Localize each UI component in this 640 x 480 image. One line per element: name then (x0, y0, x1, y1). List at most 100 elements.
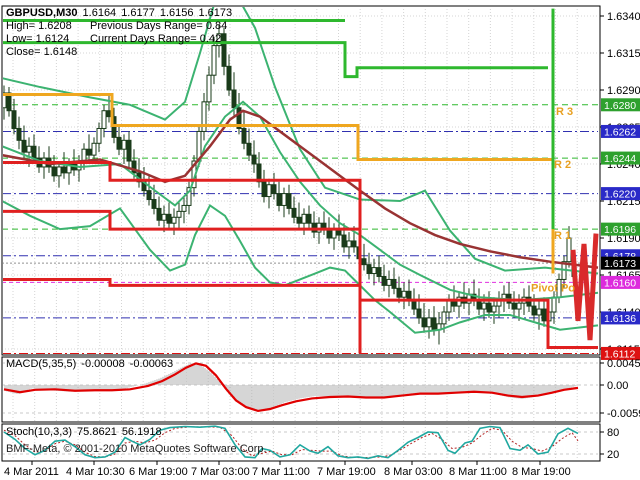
panel-border (1, 356, 601, 423)
time-tick-label: 8 Mar 11:00 (449, 466, 507, 478)
candle (256, 152, 262, 188)
candle (56, 161, 62, 188)
stoch-main-line (3, 425, 579, 460)
price-axis[interactable]: 1.63401.63151.62901.62651.62401.62151.61… (600, 11, 640, 461)
price-level-badge-text: 1.6196 (604, 224, 636, 236)
candle (541, 297, 547, 327)
candle (201, 92, 207, 141)
candle (286, 184, 292, 215)
candle (171, 208, 177, 236)
candle (221, 27, 227, 76)
candle (376, 255, 382, 283)
candle (301, 208, 307, 236)
candle (181, 196, 187, 224)
pivot-label: Pivot Po (531, 282, 575, 294)
candle (461, 282, 467, 310)
time-tick-label: 7 Mar 19:00 (317, 466, 376, 478)
panel-border (1, 423, 601, 462)
price-level-badge-text: 1.6112 (604, 348, 635, 360)
candle (251, 140, 257, 173)
candle (6, 87, 12, 117)
price-level-badge (601, 124, 640, 138)
candle (41, 152, 47, 179)
quote-close: 1.6173 (198, 7, 233, 19)
candle (166, 202, 172, 230)
price-level-badge (601, 256, 640, 270)
stoch-indicator-label: Stoch(10,3,3) 75.8621 56.1918 (6, 426, 167, 438)
candle (211, 36, 217, 85)
price-tick-label: 1.6190 (607, 233, 640, 245)
candle (276, 181, 282, 212)
time-tick-label: 7 Mar 03:00 (191, 466, 250, 478)
symbol-timeframe-label: GBPUSD,M30 (6, 7, 78, 19)
price-level-badge (601, 275, 640, 289)
copyright-watermark: BMF-Meta, © 2001-2010 MetaQuotes Softwar… (6, 443, 267, 455)
red-support-step-line (3, 209, 360, 231)
candle (21, 125, 27, 159)
candle (11, 98, 17, 135)
candle (296, 202, 302, 230)
price-level-badge-text: 1.6136 (604, 313, 636, 325)
candle (176, 202, 182, 230)
macd-layer (3, 358, 598, 421)
price-level-badge-text: 1.6160 (604, 277, 636, 289)
green-resistance-step-line (3, 41, 548, 79)
candle (281, 187, 287, 218)
stoch-value-signal: 56.1918 (121, 426, 162, 438)
candle (321, 211, 327, 236)
day-low-label: Low= 1.6124 (6, 33, 70, 45)
time-axis[interactable]: 4 Mar 2011 4 Mar 10:30 6 Mar 19:00 7 Mar 03… (4, 461, 571, 478)
candle (186, 181, 192, 215)
candle (86, 134, 92, 162)
macd-indicator-label: MACD(5,35,5) -0.00008 -0.00063 (6, 358, 178, 370)
candle (291, 196, 297, 224)
candle (96, 122, 102, 153)
candle (371, 258, 377, 286)
time-tick-label: 8 Mar 19:00 (512, 466, 571, 478)
candle (3, 85, 7, 120)
candle (51, 155, 57, 182)
band-middle-line (3, 100, 599, 302)
zigzag-signal-arrow (570, 233, 599, 341)
stoch-name: Stoch(10,3,3) (6, 426, 73, 438)
time-tick-label: 6 Mar 19:00 (129, 466, 188, 478)
candle (366, 252, 372, 280)
candle (311, 211, 317, 238)
pivot-label: R 1 (554, 230, 571, 242)
candle (121, 134, 127, 164)
price-level-badge-text: 1.6244 (604, 153, 636, 165)
panel-border (1, 5, 601, 356)
price-level-badge (601, 187, 640, 201)
stoch-axis-label: 80 (607, 427, 619, 439)
candle (16, 116, 22, 150)
candle (206, 66, 212, 111)
price-level-badge (601, 311, 640, 325)
price-level-badge (601, 222, 640, 236)
time-tick-label: 4 Mar 10:30 (66, 466, 125, 478)
candle (436, 312, 442, 345)
red-support-step-line (3, 161, 362, 354)
day-high-label: High= 1.6208 (6, 20, 72, 32)
macd-signal-line (3, 362, 579, 413)
candle (386, 270, 392, 298)
candle (116, 125, 122, 156)
quote-high: 1.6177 (121, 7, 155, 19)
red-support-step-line (360, 298, 598, 350)
candle (406, 279, 412, 307)
candle (566, 226, 572, 268)
candle (156, 196, 162, 227)
price-level-badge (601, 98, 640, 112)
macd-value-main: -0.00008 (81, 358, 125, 370)
price-level-badge (601, 346, 640, 360)
macd-value-signal: -0.00063 (129, 358, 174, 370)
price-level-badge-text: 1.6262 (604, 126, 636, 138)
stoch-value-main: 75.8621 (77, 426, 117, 438)
macd-name: MACD(5,35,5) (6, 358, 77, 370)
price-level-badge-text: 1.6280 (604, 100, 636, 112)
macd-axis-label: 0.00457 (607, 358, 640, 370)
candle (511, 291, 517, 318)
macd-axis-label: -0.0059 (607, 408, 640, 420)
pivot-label: R 2 (554, 159, 571, 171)
